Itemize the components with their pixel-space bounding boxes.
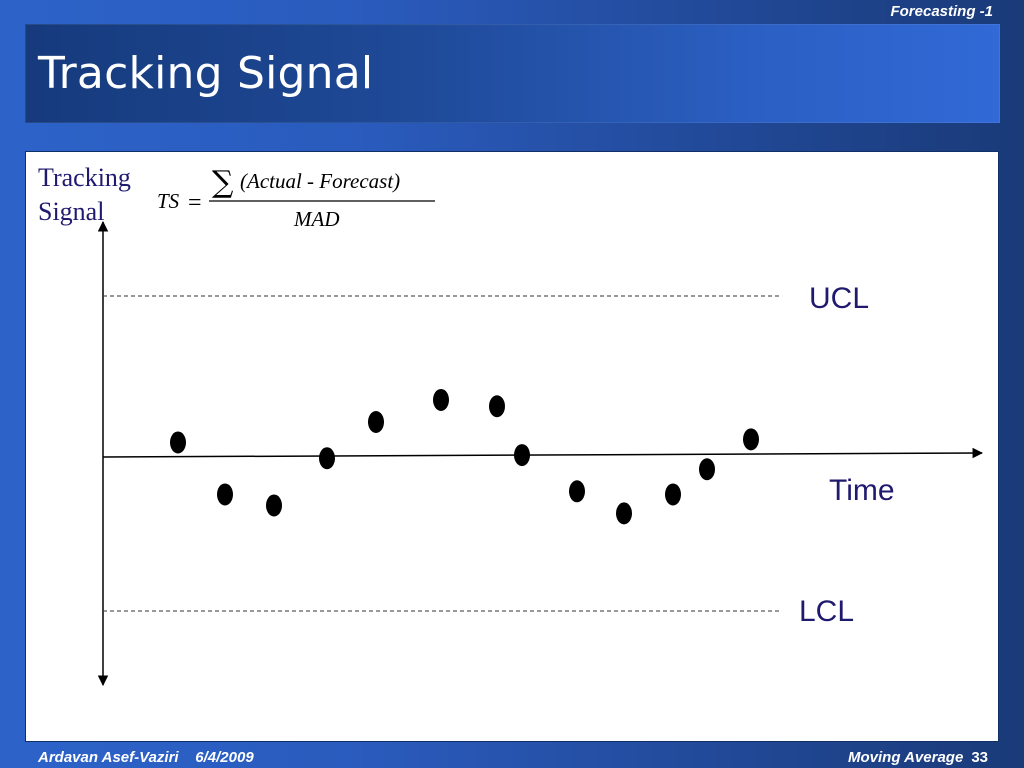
section-label: Forecasting -1 [890, 3, 993, 20]
data-point [699, 458, 715, 481]
data-point [489, 395, 505, 418]
data-point [514, 444, 530, 467]
footer-topic: Moving Average [848, 749, 964, 766]
data-point [433, 388, 449, 411]
data-point [266, 494, 282, 517]
data-point [170, 431, 186, 454]
diagram-panel: Tracking Signal TS = ∑ (Actual - Forecas… [25, 151, 999, 742]
lcl-label: LCL [799, 595, 854, 628]
formula-lhs: TS [157, 189, 180, 213]
ucl-label: UCL [809, 282, 869, 315]
formula-numerator: (Actual - Forecast) [240, 169, 400, 193]
data-point [616, 502, 632, 525]
data-point [217, 483, 233, 506]
y-axis-label-line1: Tracking [38, 163, 131, 192]
data-point [743, 428, 759, 451]
footer-author: Ardavan Asef-Vaziri [38, 749, 179, 766]
data-point [319, 447, 335, 470]
tracking-signal-chart: Tracking Signal TS = ∑ (Actual - Forecas… [38, 163, 984, 687]
data-point [665, 483, 681, 506]
x-axis [102, 447, 984, 459]
data-point [368, 411, 384, 433]
formula-denominator: MAD [293, 207, 340, 231]
data-points [170, 388, 759, 525]
data-point [569, 480, 585, 503]
x-axis-label: Time [829, 474, 895, 507]
y-axis-label-line2: Signal [38, 197, 104, 226]
formula-sum-symbol: ∑ [212, 165, 234, 200]
footer-date: 6/4/2009 [195, 749, 254, 766]
title-bar: Tracking Signal [25, 24, 1000, 123]
footer-topic-page: Moving Average 33 [848, 749, 988, 766]
slide-title: Tracking Signal [38, 48, 374, 99]
page-number: 33 [971, 749, 988, 766]
formula-equals: = [188, 190, 202, 216]
footer-author-date: Ardavan Asef-Vaziri 6/4/2009 [38, 749, 254, 766]
